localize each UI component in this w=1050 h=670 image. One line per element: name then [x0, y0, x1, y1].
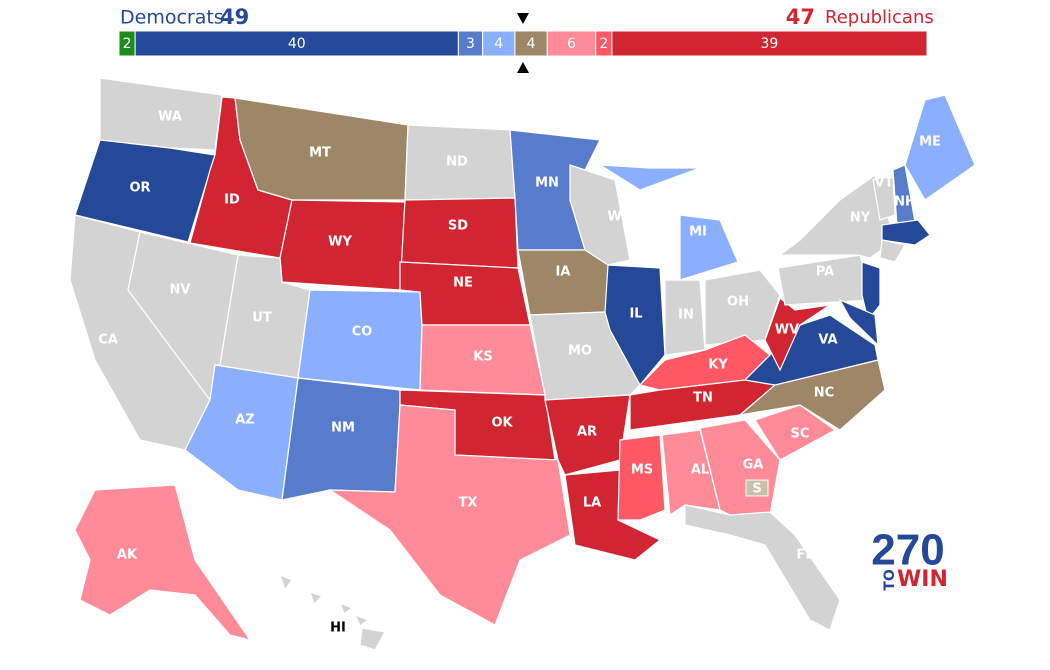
majority-pointer-top: [517, 13, 529, 24]
state-label: VA: [818, 333, 837, 348]
balance-segment-label: 40: [288, 36, 306, 52]
state: [838, 298, 879, 347]
state: [777, 254, 873, 306]
state-label: OK: [491, 416, 513, 431]
us-map: WA OR CA NV ID MT WY UT CO AZ NM ND SD NE KS OK TX MN IA MO…: [69, 77, 976, 651]
state: [861, 261, 881, 322]
state: [754, 404, 837, 461]
balance-segment: [482, 30, 516, 57]
state: [872, 174, 896, 221]
state-label: AZ: [235, 413, 255, 428]
state: [879, 239, 906, 263]
state-label: MS: [631, 463, 653, 478]
balance-segment: [134, 30, 459, 57]
state-label: KS: [473, 350, 492, 365]
democrats-label: Democrats: [120, 7, 224, 29]
state-label: MN: [535, 176, 559, 191]
balance-segment-label: 39: [761, 36, 779, 52]
state-label: IL: [629, 307, 642, 322]
state-label: SC: [791, 427, 810, 442]
state: [764, 297, 831, 372]
state-label: WA: [158, 110, 182, 125]
balance-segment-label: 4: [527, 36, 536, 52]
democrats-total: 49: [220, 5, 249, 29]
state: [327, 404, 571, 626]
state-label: CO: [352, 325, 373, 340]
state-label: PA: [816, 265, 834, 280]
state-label: NY: [850, 211, 871, 226]
state-label: NH: [894, 195, 916, 210]
state-label: AK: [117, 548, 138, 563]
state: [684, 504, 841, 631]
state-label: NV: [170, 283, 191, 298]
state-label: MO: [568, 344, 592, 359]
state-label: IN: [678, 308, 694, 323]
state-label: CA: [98, 333, 118, 348]
balance-bar: 2 40 3 4 4 6 2 39: [118, 30, 928, 57]
state-label: NC: [814, 386, 834, 401]
state: [281, 377, 401, 501]
balance-segment: [457, 30, 484, 57]
state-label: WV: [775, 323, 799, 338]
state: [881, 219, 931, 246]
special-marker: S: [752, 482, 761, 497]
state: [74, 139, 216, 243]
state: [279, 199, 406, 291]
state: [297, 289, 423, 391]
state: [661, 429, 721, 517]
state-label: TN: [693, 391, 713, 406]
state: [544, 394, 631, 476]
state: [599, 164, 739, 281]
logo-number: 270: [871, 526, 944, 575]
state-label: MT: [309, 146, 331, 161]
state-label: NM: [331, 421, 355, 436]
state-label: SD: [448, 219, 468, 234]
state-label: AL: [691, 463, 709, 478]
republicans-label: Republicans: [825, 7, 934, 28]
state-label: TX: [459, 496, 478, 511]
state: [904, 94, 976, 201]
state-label: MI: [689, 225, 707, 240]
logo: 270 TO WIN: [871, 526, 948, 592]
special-marker-box: [745, 479, 769, 497]
state: [279, 573, 386, 651]
state-label: ND: [446, 155, 468, 170]
balance-segment: [514, 30, 548, 57]
state-label: WY: [328, 235, 352, 250]
state: [99, 77, 223, 151]
majority-pointer-bottom: [517, 62, 529, 73]
state-label: OH: [727, 295, 749, 310]
republicans-total: 47: [786, 5, 815, 29]
state-label: FL: [796, 548, 813, 563]
state-label: LA: [583, 496, 601, 511]
balance-segment-label: 4: [494, 36, 503, 52]
balance-segment-label: 2: [123, 36, 132, 52]
balance-segment: [546, 30, 597, 57]
state-label: GA: [743, 458, 764, 473]
balance-segment-label: 2: [599, 36, 608, 52]
state-label: OR: [129, 181, 150, 196]
state-label: UT: [252, 311, 272, 326]
state-label: NE: [453, 276, 473, 291]
balance-segment-label: 3: [466, 36, 475, 52]
state-label: VT: [875, 176, 894, 191]
state-label: ID: [224, 193, 240, 208]
state: [74, 484, 252, 641]
logo-win: WIN: [897, 567, 948, 592]
state-label: HI: [330, 621, 346, 636]
state-label: AR: [577, 425, 597, 440]
state-label: IA: [556, 265, 571, 280]
state-label: WI: [607, 210, 626, 225]
state-label: ME: [919, 135, 941, 150]
state-label: KY: [708, 358, 728, 373]
logo-to: TO: [882, 569, 898, 591]
balance-segment-label: 6: [567, 36, 576, 52]
state: [617, 434, 666, 521]
balance-segment: [611, 30, 928, 57]
